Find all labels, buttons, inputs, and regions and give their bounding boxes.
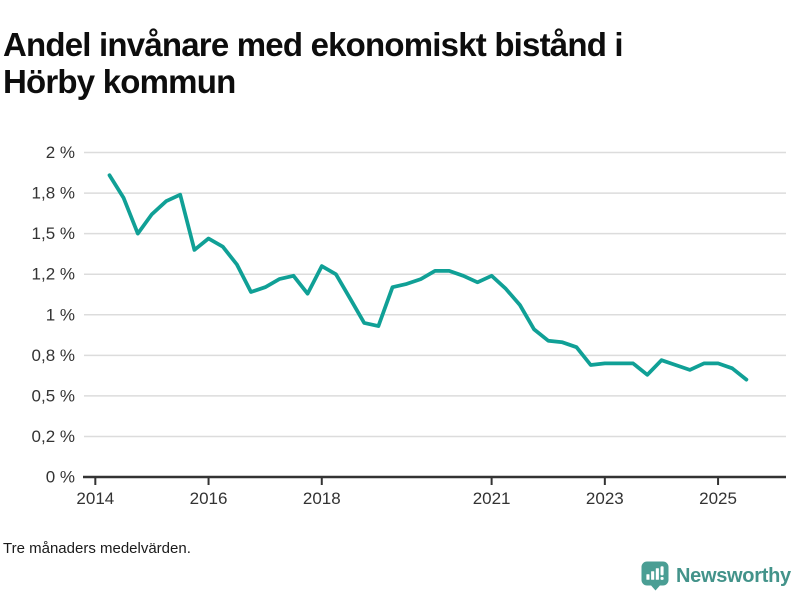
newsworthy-logo: Newsworthy — [641, 561, 791, 591]
x-tick-label: 2016 — [190, 489, 228, 508]
x-tick-label: 2021 — [473, 489, 511, 508]
y-tick-label: 0 % — [46, 468, 75, 487]
y-tick-label: 1,8 % — [32, 184, 75, 203]
x-tick-label: 2014 — [76, 489, 114, 508]
data-line — [107, 173, 749, 382]
page-title: Andel invånare med ekonomiskt bistånd i … — [3, 26, 783, 100]
y-tick-label: 0,2 % — [32, 427, 75, 446]
newsworthy-wordmark: Newsworthy — [676, 564, 791, 587]
title-line-2: Hörby kommun — [3, 63, 236, 101]
chart-footnote: Tre månaders medelvärden. — [3, 540, 191, 557]
x-tick-label: 2023 — [586, 489, 624, 508]
y-tick-label: 1,5 % — [32, 224, 75, 243]
y-tick-label: 0,5 % — [32, 386, 75, 405]
y-tick-label: 1,2 % — [32, 265, 75, 284]
bar-chart-bubble-icon — [641, 561, 669, 591]
y-tick-label: 0,8 % — [32, 346, 75, 365]
title-line-1: Andel invånare med ekonomiskt bistånd i — [3, 26, 624, 64]
x-tick-label: 2018 — [303, 489, 341, 508]
y-tick-label: 2 % — [46, 143, 75, 162]
y-tick-label: 1 % — [46, 305, 75, 324]
x-tick-label: 2025 — [699, 489, 737, 508]
